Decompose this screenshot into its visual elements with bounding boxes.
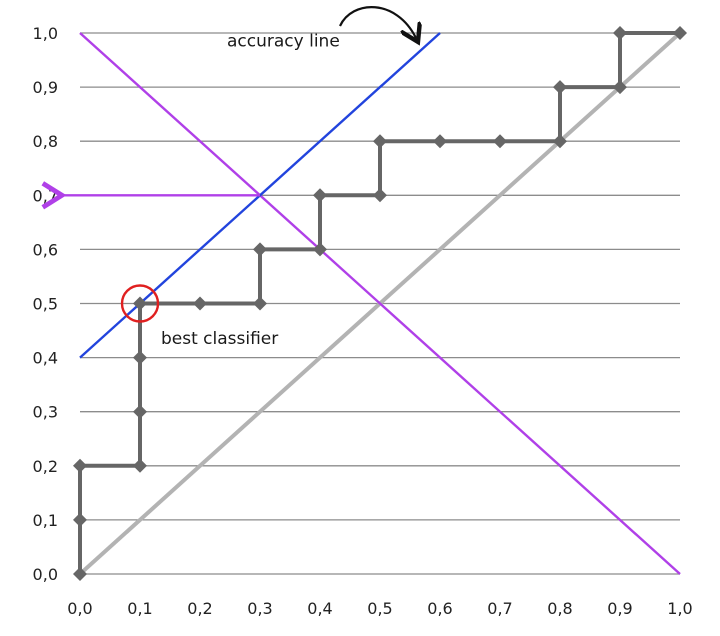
roc-point-marker — [313, 242, 327, 257]
roc-point-marker — [253, 242, 267, 257]
roc-point-marker — [553, 134, 567, 149]
x-tick-label: 0,5 — [367, 599, 392, 618]
y-tick-label: 1,0 — [33, 24, 58, 43]
roc-point-marker — [553, 80, 567, 95]
x-tick-label: 0,2 — [187, 599, 212, 618]
y-tick-label: 0,7 — [33, 186, 58, 205]
curved-arrow — [339, 6, 416, 38]
best-classifier-label: best classifier — [161, 329, 278, 349]
y-tick-label: 0,2 — [33, 457, 58, 476]
roc-point-marker — [613, 80, 627, 95]
x-tick-label: 0,0 — [67, 599, 92, 618]
roc-point-marker — [133, 404, 147, 419]
roc-point-marker — [613, 26, 627, 40]
roc-point-marker — [133, 296, 147, 311]
roc-point-marker — [313, 188, 327, 203]
accuracy-line-label: accuracy line — [227, 32, 340, 52]
x-tick-label: 0,1 — [127, 599, 152, 618]
y-tick-label: 0,5 — [33, 295, 58, 314]
x-tick-label: 0,3 — [247, 599, 272, 618]
roc-point-marker — [133, 458, 147, 473]
annotations: accuracy line best classifier — [120, 6, 416, 349]
roc-point-marker — [673, 26, 687, 40]
y-tick-label: 0,6 — [33, 240, 58, 259]
roc-point-marker — [493, 134, 507, 149]
roc-point-marker — [373, 188, 387, 203]
x-tick-label: 0,7 — [487, 599, 512, 618]
y-axis-ticks: 0,0 0,1 0,2 0,3 0,4 0,5 0,6 0,7 0,8 0,9 1,0 — [33, 24, 58, 584]
roc-point-marker — [193, 296, 207, 311]
roc-point-marker — [253, 296, 267, 311]
x-axis-ticks: 0,0 0,1 0,2 0,3 0,4 0,5 0,6 0,7 0,8 0,9 1,0 — [67, 599, 692, 618]
y-tick-label: 0,9 — [33, 78, 58, 97]
x-tick-label: 1,0 — [667, 599, 692, 618]
y-tick-label: 0,4 — [33, 349, 58, 368]
roc-point-marker — [133, 350, 147, 365]
y-tick-label: 0,3 — [33, 403, 58, 422]
best-classifier-circle — [120, 284, 160, 323]
y-tick-label: 0,1 — [33, 511, 58, 530]
x-tick-label: 0,9 — [607, 599, 632, 618]
roc-point-marker — [73, 512, 87, 527]
x-tick-label: 0,8 — [547, 599, 572, 618]
roc-point-marker — [373, 134, 387, 149]
roc-point-marker — [73, 458, 87, 473]
x-tick-label: 0,4 — [307, 599, 332, 618]
x-tick-label: 0,6 — [427, 599, 452, 618]
roc-point-marker — [73, 567, 87, 581]
y-tick-label: 0,0 — [33, 565, 58, 584]
y-tick-label: 0,8 — [33, 132, 58, 151]
anti-diagonal-line — [79, 32, 681, 575]
roc-point-marker — [433, 134, 447, 149]
series-markers — [73, 26, 687, 581]
